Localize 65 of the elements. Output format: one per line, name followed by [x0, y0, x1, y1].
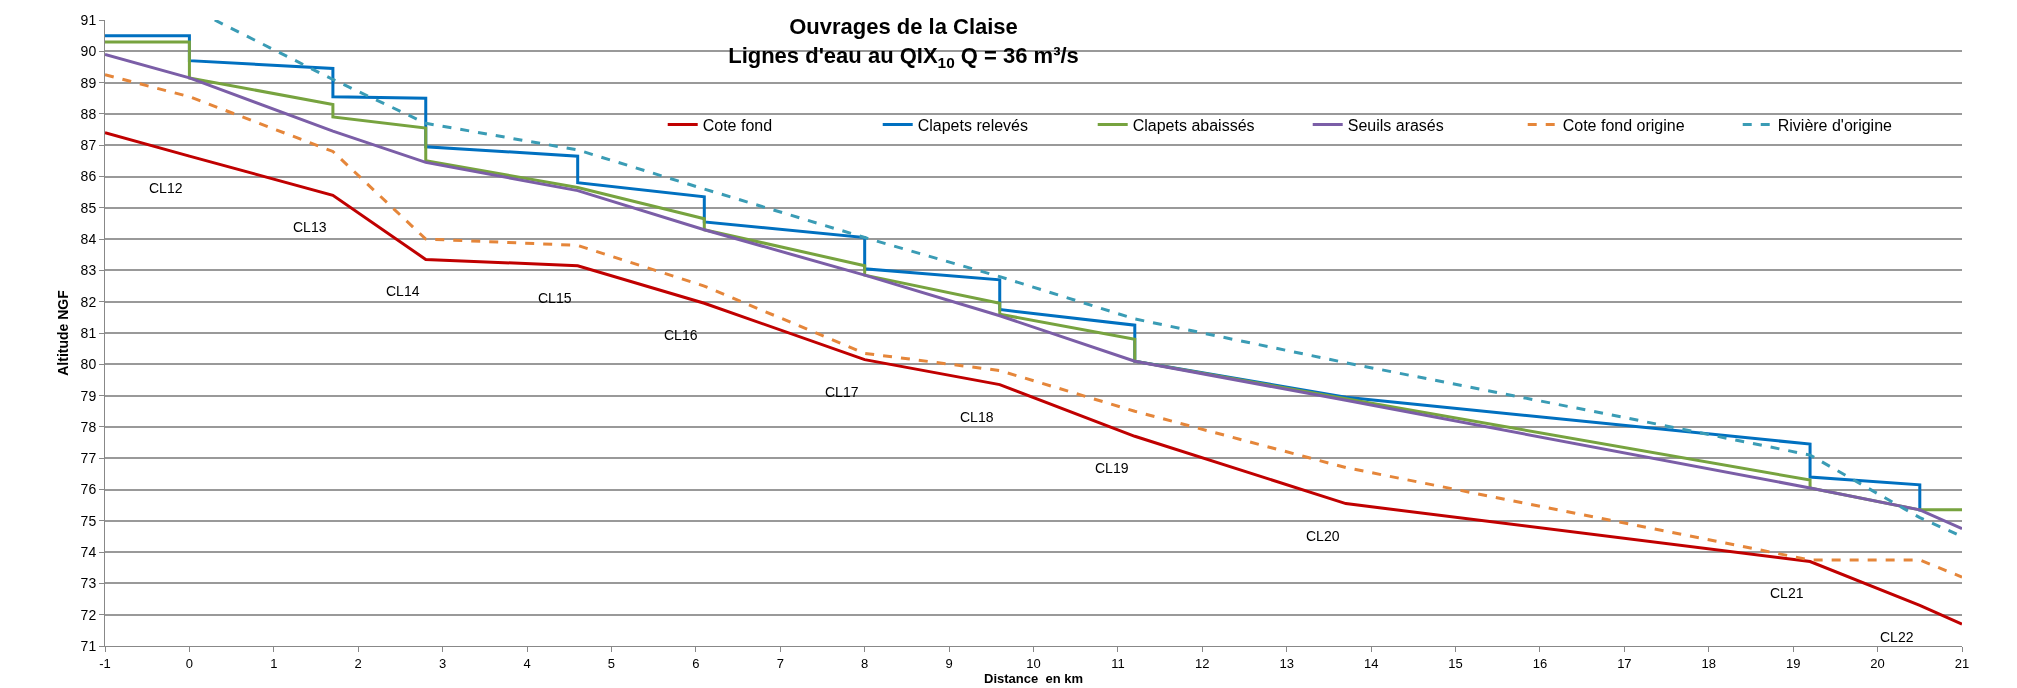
x-axis-title: Distance en km: [984, 670, 1083, 686]
y-tick-label: 77: [80, 450, 97, 467]
legend-label: Rivière d'origine: [1777, 116, 1893, 134]
annotation: CL13: [293, 219, 327, 235]
legend-label: Clapets abaissés: [1132, 116, 1255, 134]
y-tick-label: 89: [80, 74, 97, 91]
text: Lignes d'eau au QIX$_{10}$ Q = 36 m³/s: [728, 43, 1079, 71]
y-tick-label: 83: [80, 262, 97, 279]
annotation: CL14: [386, 283, 420, 299]
y-tick-label: 90: [80, 43, 97, 60]
x-tick-label: 19: [1785, 655, 1801, 671]
x-tick-label: 7: [776, 655, 784, 671]
x-tick-label: 4: [523, 655, 531, 671]
annotation: CL21: [1770, 585, 1804, 601]
y-tick-label: 87: [80, 137, 97, 154]
y-tick-label: 91: [80, 11, 97, 28]
annotation: CL22: [1880, 629, 1914, 645]
y-tick-label: 73: [80, 575, 97, 592]
y-tick-label: 74: [80, 544, 97, 560]
y-tick-label: 80: [80, 356, 97, 373]
x-tick-label: 10: [1026, 655, 1041, 671]
x-tick-label: 11: [1111, 655, 1125, 671]
y-tick-label: 84: [80, 231, 97, 247]
x-tick-label: 21: [1954, 655, 1970, 671]
x-tick-label: 16: [1532, 655, 1548, 671]
y-tick-label: 78: [80, 418, 97, 435]
x-tick-label: 18: [1701, 655, 1716, 671]
y-tick-label: 72: [80, 606, 97, 623]
x-tick-label: 6: [692, 655, 700, 671]
x-tick-label: -1: [99, 655, 111, 671]
x-tick-label: 0: [185, 655, 194, 671]
x-tick-label: 1: [270, 655, 278, 671]
y-tick-label: 82: [80, 293, 97, 310]
x-tick-label: 12: [1195, 655, 1210, 671]
x-tick-label: 13: [1279, 655, 1294, 671]
y-tick-label: 86: [80, 168, 97, 185]
chart-title: Ouvrages de la Claise: [789, 14, 1018, 40]
annotation: CL20: [1306, 528, 1340, 544]
annotation: CL15: [538, 290, 572, 306]
x-tick-label: 14: [1363, 655, 1379, 671]
y-tick-label: 79: [80, 387, 97, 404]
x-tick-label: 8: [861, 655, 869, 671]
y-axis-title: Altitude NGF: [55, 289, 72, 376]
legend-label: Clapets relevés: [917, 116, 1028, 134]
y-tick-label: 75: [80, 512, 97, 529]
annotation: CL16: [664, 327, 698, 343]
annotation: CL18: [960, 409, 994, 425]
x-tick-label: 20: [1870, 655, 1885, 671]
legend-label: Seuils arasés: [1347, 116, 1444, 134]
y-tick-label: 81: [80, 324, 97, 341]
x-tick-label: 5: [607, 655, 616, 671]
y-tick-label: 88: [80, 105, 97, 122]
x-tick-label: 9: [945, 655, 953, 671]
annotation: CL12: [149, 180, 183, 196]
y-tick-label: 85: [80, 199, 97, 216]
y-tick-label: 76: [80, 481, 97, 498]
annotation: CL19: [1095, 460, 1129, 476]
x-tick-label: 15: [1448, 655, 1463, 671]
x-tick-label: 17: [1617, 655, 1632, 671]
x-tick-label: 3: [439, 655, 447, 671]
x-tick-label: 2: [354, 655, 362, 671]
legend-label: Cote fond: [702, 116, 773, 134]
legend-label: Cote fond origine: [1562, 116, 1685, 134]
annotation: CL17: [825, 384, 859, 400]
y-tick-label: 71: [80, 637, 97, 654]
